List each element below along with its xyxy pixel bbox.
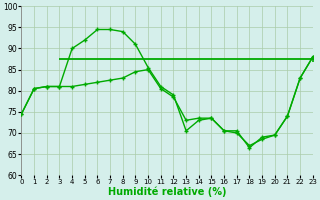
X-axis label: Humidité relative (%): Humidité relative (%) <box>108 187 226 197</box>
